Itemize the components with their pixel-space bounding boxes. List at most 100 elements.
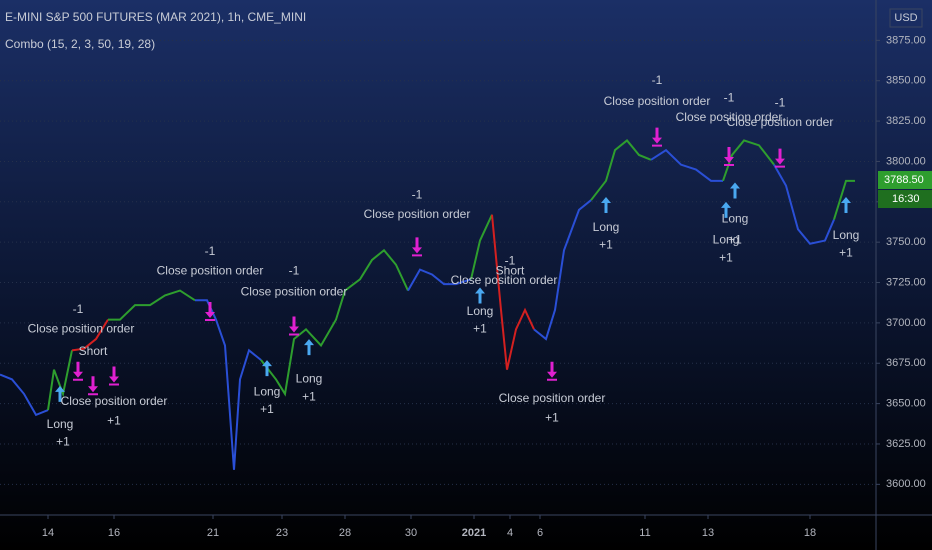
y-tick-label: 3750.00 [886,236,926,248]
trade-annotation: -1 [73,302,84,316]
trade-annotation: -1 [775,95,786,109]
price-line [590,139,652,201]
trade-annotation: +1 [302,389,316,403]
price-line [407,268,472,292]
exit-arrow [73,361,83,381]
exit-arrow [109,366,119,386]
entry-arrow [721,201,731,218]
y-tick-label: 3850.00 [886,75,926,87]
x-tick-label: 16 [108,527,120,539]
trade-annotation: Close position order [727,115,834,129]
entry-arrow [730,182,740,199]
price-line [470,214,493,280]
trade-annotation: -1 [205,244,216,258]
trade-annotation: Long [47,417,74,431]
trade-annotation: Long [296,372,323,386]
y-tick-label: 3650.00 [886,398,926,410]
trade-annotation: Close position order [604,94,711,108]
x-tick-label: 21 [207,527,219,539]
exit-arrow [88,376,98,396]
exit-arrow [547,361,557,381]
trade-annotation: Short [496,263,525,277]
exit-arrow [775,148,785,168]
trade-annotation: Long [254,384,281,398]
trade-annotation: +1 [107,414,121,428]
trade-annotation: Long [713,233,740,247]
currency: USD [894,12,917,24]
indicator-label: Combo (15, 2, 3, 50, 19, 28) [5,37,155,51]
y-tick-label: 3800.00 [886,155,926,167]
trade-annotation: -1 [505,254,516,268]
trade-annotation: +1 [728,233,742,247]
trade-annotation: Long [593,220,620,234]
trade-annotation: Close position order [61,394,168,408]
y-tick-label: 3700.00 [886,317,926,329]
price-line [722,139,775,182]
last-price-label: 3788.50 [884,174,924,186]
y-tick-label: 3825.00 [886,115,926,127]
x-tick-label: 30 [405,527,417,539]
trade-annotation: +1 [719,250,733,264]
trade-annotation: Close position order [28,322,135,336]
trade-annotation: Short [79,344,108,358]
price-line [650,148,723,182]
trade-annotation: +1 [56,435,70,449]
x-tick-label: 6 [537,527,543,539]
x-tick-label: 18 [804,527,816,539]
price-line [0,373,49,417]
y-tick-label: 3675.00 [886,357,926,369]
countdown-tag [878,190,932,209]
countdown: 16:30 [892,193,920,205]
x-tick-label: 11 [639,527,650,539]
last-price-tag [878,171,932,190]
trade-annotation: Close position order [676,110,783,124]
y-tick-label: 3600.00 [886,478,926,490]
exit-arrow [205,301,215,321]
trade-annotation: Long [722,212,749,226]
trade-annotation: +1 [839,246,853,260]
price-line [108,289,196,321]
currency-box [889,8,923,28]
x-tick-label: 14 [42,527,54,539]
x-tick-label: 23 [276,527,288,539]
exit-arrow [412,237,422,257]
price-line [833,179,855,220]
trade-annotation: Close position order [451,273,558,287]
exit-arrow [724,146,734,166]
trade-annotation: +1 [473,322,487,336]
chart-title: E-MINI S&P 500 FUTURES (MAR 2021), 1h, C… [5,10,306,24]
exit-arrow [652,127,662,147]
trade-annotation: Close position order [364,207,471,221]
entry-arrow [601,197,611,214]
price-line [773,164,835,245]
price-line [71,319,109,352]
trade-annotation: Long [467,304,494,318]
price-line [491,214,535,370]
price-line [260,248,409,397]
trade-annotation: -1 [724,91,735,105]
x-tick-label: 13 [702,527,714,539]
trade-annotation: Close position order [499,391,606,405]
trade-annotation: Close position order [241,284,348,298]
y-tick-label: 3725.00 [886,276,926,288]
trade-annotation: -1 [652,73,663,87]
trade-annotation: -1 [412,188,423,202]
trade-annotation: +1 [545,410,559,424]
entry-arrow [841,197,851,214]
trade-annotation: +1 [599,238,613,252]
x-tick-label: 2021 [462,527,486,539]
y-tick-label: 3625.00 [886,438,926,450]
x-tick-label: 4 [507,527,513,539]
trade-annotation: +1 [260,402,274,416]
x-tick-label: 28 [339,527,351,539]
entry-arrow [475,287,485,304]
trade-annotation: Long [833,228,860,242]
price-line [533,199,592,341]
trade-annotation: -1 [289,263,300,277]
exit-arrow [289,316,299,336]
entry-arrow [55,385,65,402]
price-line [47,350,73,411]
trade-annotation: Close position order [157,263,264,277]
